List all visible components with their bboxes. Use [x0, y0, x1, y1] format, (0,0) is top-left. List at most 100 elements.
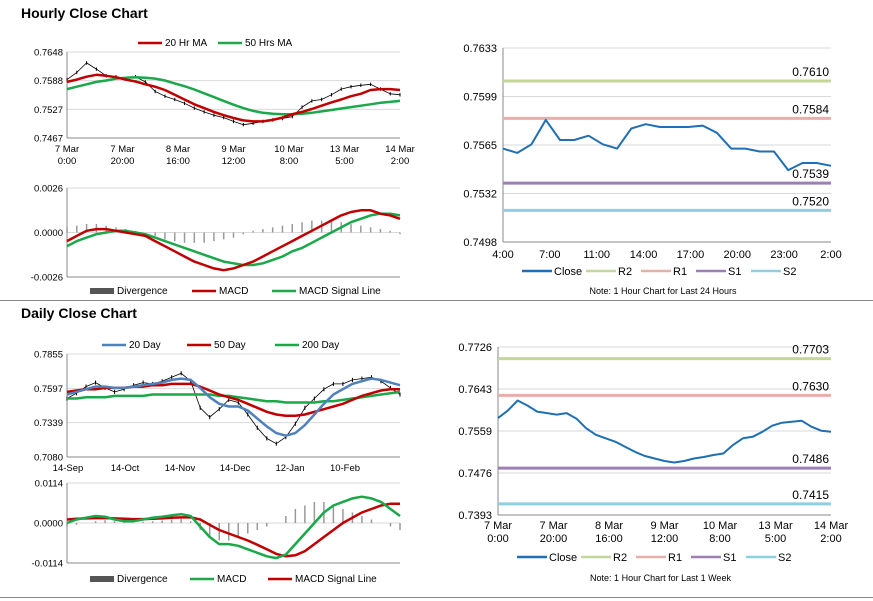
bottom-divider: [0, 597, 873, 598]
daily-20-day-line: [66, 377, 401, 437]
hourly-price-xtick-date: 7 Mar: [55, 144, 79, 155]
daily-price-xtick-label: 12-Jan: [275, 463, 304, 474]
hourly-macd-ytick-label: 0.0000: [34, 228, 63, 239]
pivot-24h-level-r1-label: 0.7584: [792, 102, 829, 116]
pivot-24h-note: Note: 1 Hour Chart for Last 24 Hours: [589, 286, 737, 296]
pivot-24h-level-r2-label: 0.7610: [792, 65, 829, 79]
pivot-24h-ytick-label: 0.7532: [463, 189, 497, 201]
legend-daily-macd-signal-label: MACD Signal Line: [295, 574, 377, 585]
pivot-24h-legend-r2-label: R2: [618, 266, 632, 278]
hourly-price-xtick-date: 7 Mar: [110, 144, 134, 155]
pivot-week-xtick-time: 2:00: [820, 533, 841, 545]
pivot-week-level-r2-label: 0.7703: [792, 343, 829, 357]
hourly-20hr-ma-line: [66, 73, 401, 123]
hourly-price-ytick-label: 0.7467: [34, 134, 63, 145]
pivot-24h-legend-r1-label: R1: [673, 266, 687, 278]
daily-price-ytick-label: 0.7597: [34, 384, 63, 395]
pivot-24h-xtick-label: 23:00: [770, 249, 798, 261]
daily-price-xtick-label: 10-Feb: [330, 463, 360, 474]
daily-macd-ytick-label: -0.0114: [31, 559, 63, 570]
hourly-price-xtick-time: 20:00: [111, 156, 135, 167]
daily-price-ytick-label: 0.7080: [34, 453, 63, 464]
hourly-price-xtick-time: 2:00: [391, 156, 410, 167]
daily-price-ohlc-line: [66, 372, 401, 445]
daily-price-ytick-label: 0.7855: [34, 350, 63, 361]
pivot-week-legend-r1-label: R1: [668, 552, 682, 564]
pivot-week-ytick-label: 0.7559: [458, 426, 492, 438]
hourly-price-ytick-label: 0.7527: [34, 105, 63, 116]
hourly-price-xtick-date: 13 Mar: [330, 144, 360, 155]
hourly-macd-signal-line: [66, 212, 401, 267]
pivot-week-note: Note: 1 Hour Chart for Last 1 Week: [590, 573, 731, 583]
legend-daily-divergence-swatch: [90, 576, 114, 582]
daily-macd-ytick-label: 0.0000: [34, 519, 63, 530]
hourly-price-xtick-date: 8 Mar: [166, 144, 190, 155]
hourly-section-title: Hourly Close Chart: [21, 5, 148, 21]
section-divider: [0, 300, 873, 301]
pivot-week-xtick-date: 13 Mar: [758, 520, 793, 532]
legend-hourly-divergence-label: Divergence: [117, 286, 168, 297]
pivot-24h-xtick-label: 7:00: [539, 249, 560, 261]
daily-price-ytick-label: 0.7339: [34, 418, 63, 429]
pivot-24h-close-line: [502, 118, 832, 172]
pivot-24h-xtick-label: 4:00: [492, 249, 513, 261]
hourly-price-ohlc-line: [66, 62, 401, 126]
pivot-week-level-s2-label: 0.7415: [792, 488, 829, 502]
hourly-price-ytick-label: 0.7588: [34, 76, 63, 87]
hourly-price-xtick-time: 12:00: [222, 156, 246, 167]
pivot-24h-ytick-label: 0.7633: [463, 43, 497, 55]
pivot-week-xtick-date: 7 Mar: [539, 520, 567, 532]
pivot-week-level-s1-label: 0.7486: [792, 452, 829, 466]
pivot-24h-xtick-label: 17:00: [677, 249, 705, 261]
pivot-24h-level-s2-label: 0.7520: [792, 194, 829, 208]
pivot-24h-ytick-label: 0.7498: [463, 237, 497, 249]
pivot-24h-legend-close-label: Close: [554, 266, 582, 278]
hourly-macd-line: [66, 209, 401, 272]
pivot-24h-xtick-label: 20:00: [724, 249, 752, 261]
hourly-price-xtick-time: 0:00: [58, 156, 77, 167]
hourly-macd-ytick-label: 0.0026: [34, 184, 63, 195]
daily-price-xtick-label: 14-Nov: [165, 463, 196, 474]
legend-50hrs-ma-label: 50 Hrs MA: [245, 38, 293, 49]
legend-20-day-label: 20 Day: [129, 340, 161, 351]
daily-price-xtick-label: 14-Dec: [220, 463, 251, 474]
pivot-week-xtick-time: 8:00: [709, 533, 730, 545]
pivot-24h-legend-s2-label: S2: [783, 266, 796, 278]
hourly-price-xtick-date: 9 Mar: [221, 144, 245, 155]
pivot-week-xtick-date: 7 Mar: [484, 520, 512, 532]
daily-macd-ytick-label: 0.0114: [35, 479, 63, 490]
pivot-week-xtick-time: 20:00: [540, 533, 568, 545]
daily-macd-signal-line: [66, 502, 400, 558]
pivot-week-ytick-label: 0.7726: [458, 342, 492, 354]
daily-price-xtick-label: 14-Oct: [111, 463, 140, 474]
legend-daily-divergence-label: Divergence: [117, 574, 168, 585]
legend-daily-macd-label: MACD: [217, 574, 246, 585]
hourly-price-xtick-date: 14 Mar: [385, 144, 415, 155]
hourly-price-xtick-time: 5:00: [335, 156, 354, 167]
pivot-week-xtick-time: 0:00: [487, 533, 508, 545]
pivot-24h-legend-s1-label: S1: [728, 266, 741, 278]
pivot-24h-ytick-label: 0.7599: [463, 92, 497, 104]
legend-20hr-ma-label: 20 Hr MA: [165, 38, 208, 49]
daily-macd-line: [66, 495, 401, 560]
pivot-24h-xtick-label: 11:00: [583, 249, 610, 261]
hourly-price-xtick-time: 8:00: [280, 156, 299, 167]
hourly-macd-ytick-label: -0.0026: [31, 273, 63, 284]
pivot-week-ytick-label: 0.7476: [458, 468, 492, 480]
pivot-week-legend-s1-label: S1: [723, 552, 736, 564]
hourly-price-ytick-label: 0.7648: [34, 48, 63, 59]
legend-hourly-macd-signal-label: MACD Signal Line: [299, 286, 381, 297]
pivot-week-xtick-date: 9 Mar: [650, 520, 678, 532]
legend-50-day-label: 50 Day: [214, 340, 246, 351]
pivot-week-ytick-label: 0.7643: [458, 384, 492, 396]
pivot-week-xtick-time: 16:00: [595, 533, 623, 545]
pivot-week-close-line: [497, 399, 832, 464]
pivot-week-xtick-time: 12:00: [651, 533, 679, 545]
pivot-24h-level-s1-label: 0.7539: [792, 167, 829, 181]
legend-hourly-divergence-swatch: [90, 288, 114, 294]
pivot-week-xtick-date: 8 Mar: [595, 520, 623, 532]
pivot-24h-xtick-label: 14:00: [630, 249, 658, 261]
pivot-week-legend-r2-label: R2: [613, 552, 627, 564]
daily-200-day-line: [67, 390, 401, 404]
